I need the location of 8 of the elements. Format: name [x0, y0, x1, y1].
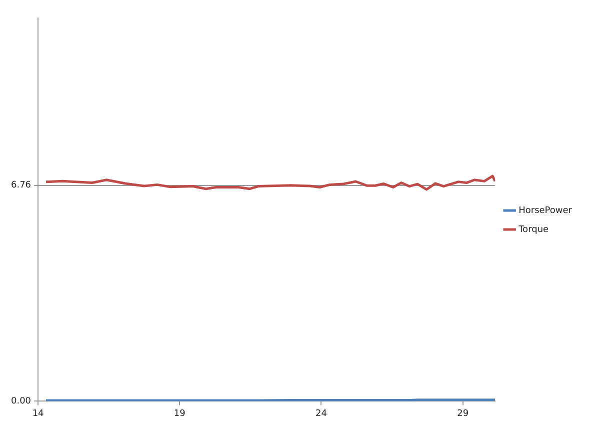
x-tick-label: 24 [315, 408, 328, 419]
y-tick-label: 0.00 [10, 396, 32, 407]
legend-label: HorsePower [518, 206, 572, 216]
legend-label: Torque [518, 224, 550, 235]
y-tick-label: 6.76 [10, 180, 32, 191]
x-tick-label: 19 [174, 408, 186, 419]
x-tick-label: 29 [457, 408, 469, 419]
x-tick-label: 14 [32, 408, 44, 419]
